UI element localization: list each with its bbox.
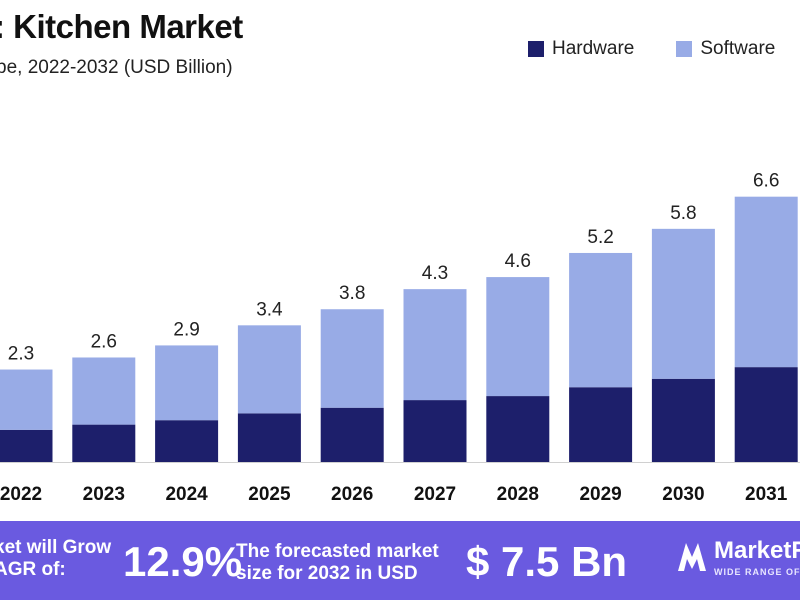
summary-banner: ket will Grow AGR of: 12.9% The forecaste… [0, 521, 800, 600]
data-label-2029: 5.2 [587, 227, 613, 248]
bar-software-2026 [320, 309, 384, 408]
bar-hardware-2022 [0, 429, 53, 462]
bar-software-2030 [651, 228, 715, 379]
x-tick-label-2031: 2031 [745, 484, 788, 505]
bar-software-2023 [72, 357, 136, 425]
legend-swatch-hardware [528, 41, 544, 57]
legend: Hardware Software [528, 38, 800, 60]
bar-hardware-2027 [403, 400, 467, 462]
data-label-2024: 2.9 [173, 319, 199, 340]
chart-title: : Kitchen Market [0, 8, 243, 45]
x-tick-label-2025: 2025 [248, 484, 291, 505]
legend-item-software: Software [676, 38, 775, 60]
legend-label-hardware: Hardware [552, 38, 635, 59]
bar-software-2022 [0, 369, 53, 430]
bar-software-2027 [403, 289, 467, 401]
banner-forecast-text: The forecasted market size for 2032 in US… [236, 541, 439, 584]
bar-hardware-2024 [155, 420, 219, 462]
data-label-2026: 3.8 [339, 283, 365, 304]
data-label-2025: 3.4 [256, 299, 283, 320]
brand-logo: MarketR WIDE RANGE OF GL [676, 537, 800, 577]
x-tick-label-2028: 2028 [497, 484, 539, 505]
data-label-2028: 4.6 [505, 251, 531, 272]
brand-tagline: WIDE RANGE OF GL [714, 567, 800, 577]
bar-hardware-2028 [486, 396, 550, 462]
bar-software-2029 [569, 252, 633, 388]
x-tick-label-2022: 2022 [0, 484, 42, 505]
data-label-2027: 4.3 [422, 263, 448, 284]
bar-software-2028 [486, 277, 550, 397]
data-label-2022: 2.3 [8, 344, 34, 365]
chart-subtitle: pe, 2022-2032 (USD Billion) [0, 57, 233, 78]
bar-software-2025 [237, 325, 301, 414]
brand-mark-icon [678, 543, 706, 571]
x-tick-label-2023: 2023 [83, 484, 125, 505]
legend-label-software: Software [700, 38, 776, 59]
banner-growth-text: ket will Grow AGR of: [0, 537, 112, 580]
x-tick-label-2030: 2030 [662, 484, 704, 505]
bar-hardware-2031 [734, 367, 798, 462]
bar-hardware-2025 [237, 413, 301, 462]
data-label-2023: 2.6 [91, 331, 117, 352]
banner-cagr-value: 12.9% [123, 538, 243, 585]
x-tick-label-2026: 2026 [331, 484, 373, 505]
x-tick-label-2029: 2029 [579, 484, 621, 505]
data-label-2031: 6.6 [753, 171, 779, 192]
bar-hardware-2029 [569, 387, 633, 462]
bar-software-2024 [155, 345, 219, 421]
bar-hardware-2030 [651, 378, 715, 462]
bar-hardware-2026 [320, 407, 384, 462]
stacked-bar-chart: 2.3 2022 2.6 2023 2.9 2024 3.4 2025 3.8 2026 4.3 20… [0, 171, 800, 505]
brand-name: MarketR [714, 537, 800, 564]
data-label-2030: 5.8 [670, 203, 696, 224]
bar-software-2031 [734, 196, 798, 368]
x-tick-label-2027: 2027 [414, 484, 456, 505]
legend-item-hardware: Hardware [528, 38, 634, 60]
legend-swatch-software [676, 41, 693, 57]
bar-hardware-2023 [72, 424, 136, 462]
x-tick-label-2024: 2024 [165, 484, 208, 505]
banner-market-size-value: $ 7.5 Bn [466, 538, 628, 585]
